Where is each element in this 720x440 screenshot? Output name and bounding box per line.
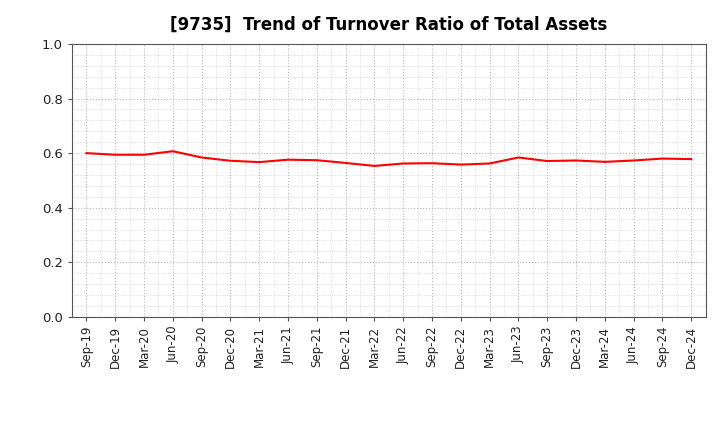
Title: [9735]  Trend of Turnover Ratio of Total Assets: [9735] Trend of Turnover Ratio of Total … xyxy=(170,16,608,34)
